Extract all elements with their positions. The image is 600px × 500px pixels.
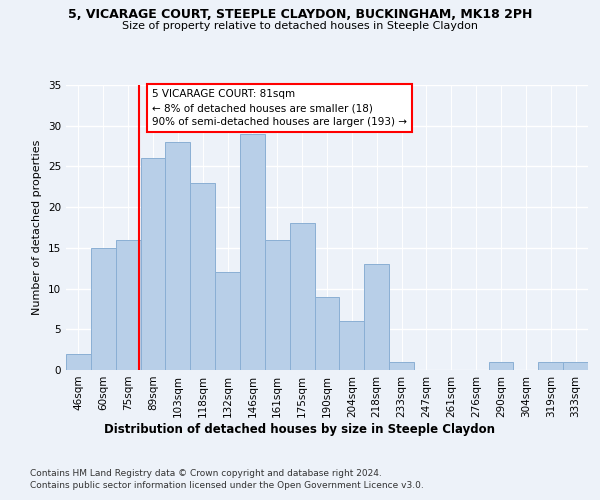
Bar	[166, 142, 190, 370]
Text: Distribution of detached houses by size in Steeple Claydon: Distribution of detached houses by size …	[104, 422, 496, 436]
Text: 5, VICARAGE COURT, STEEPLE CLAYDON, BUCKINGHAM, MK18 2PH: 5, VICARAGE COURT, STEEPLE CLAYDON, BUCK…	[68, 8, 532, 20]
Text: Contains public sector information licensed under the Open Government Licence v3: Contains public sector information licen…	[30, 481, 424, 490]
Bar	[66, 354, 91, 370]
Bar	[340, 321, 364, 370]
Bar	[389, 362, 414, 370]
Bar	[538, 362, 563, 370]
Y-axis label: Number of detached properties: Number of detached properties	[32, 140, 43, 315]
Bar	[240, 134, 265, 370]
Bar	[265, 240, 290, 370]
Bar	[190, 182, 215, 370]
Bar	[563, 362, 588, 370]
Bar	[140, 158, 166, 370]
Bar	[116, 240, 140, 370]
Bar	[91, 248, 116, 370]
Bar	[290, 224, 314, 370]
Text: Size of property relative to detached houses in Steeple Claydon: Size of property relative to detached ho…	[122, 21, 478, 31]
Bar	[364, 264, 389, 370]
Bar	[488, 362, 514, 370]
Bar	[314, 296, 340, 370]
Bar	[215, 272, 240, 370]
Text: Contains HM Land Registry data © Crown copyright and database right 2024.: Contains HM Land Registry data © Crown c…	[30, 469, 382, 478]
Text: 5 VICARAGE COURT: 81sqm
← 8% of detached houses are smaller (18)
90% of semi-det: 5 VICARAGE COURT: 81sqm ← 8% of detached…	[152, 90, 407, 128]
